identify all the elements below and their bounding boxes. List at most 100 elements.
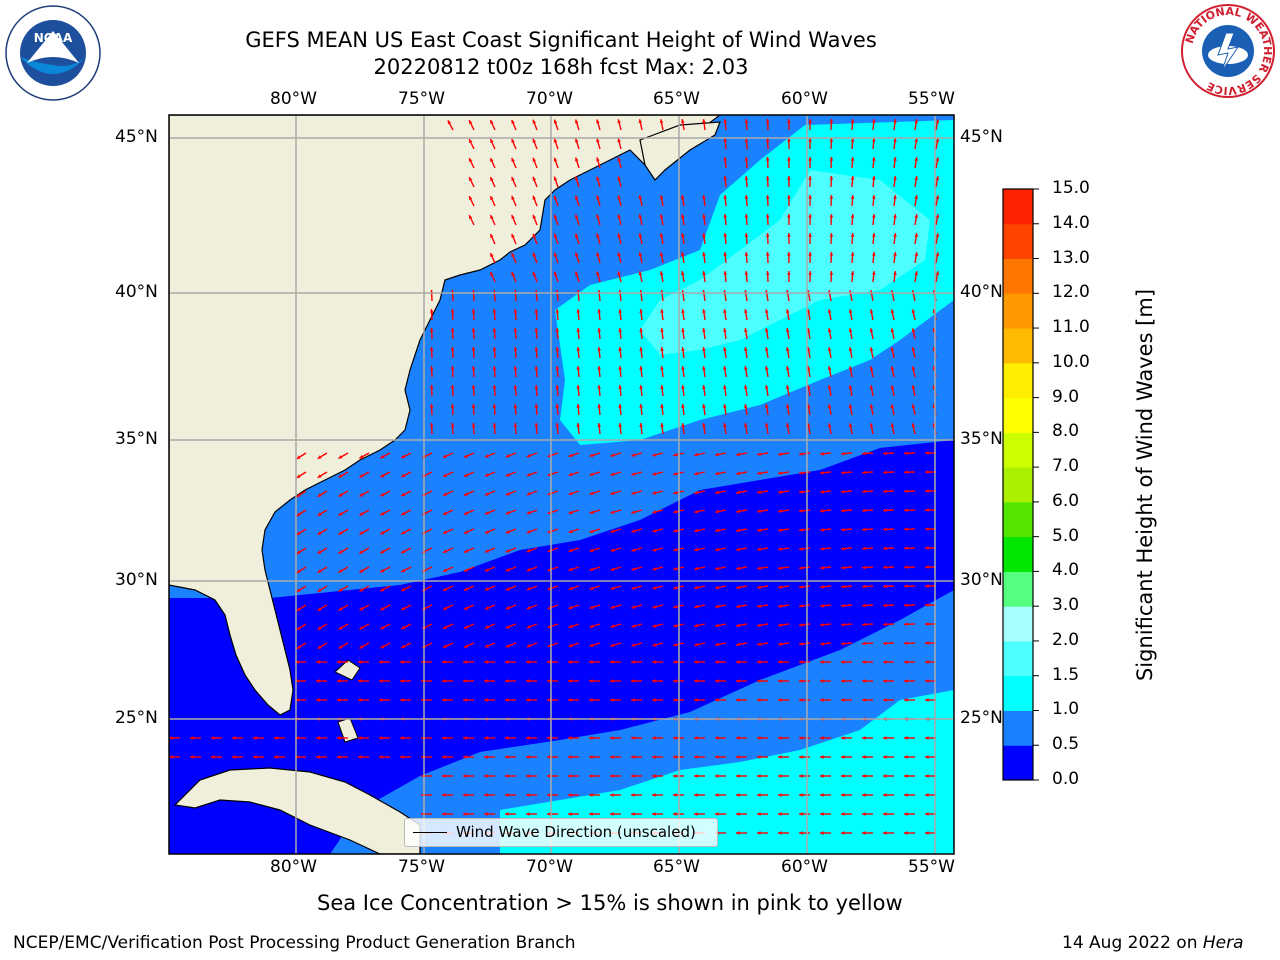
wave-arrow-head xyxy=(652,548,657,552)
wave-arrow-head xyxy=(862,527,866,532)
wave-arrow-head xyxy=(778,604,782,608)
wave-arrow-head xyxy=(553,214,558,219)
legend-line-sample xyxy=(413,832,447,833)
colorbar xyxy=(1003,188,1039,781)
wave-arrow-head xyxy=(589,679,593,683)
map-gridlines xyxy=(169,115,954,854)
wave-arrow-head xyxy=(631,453,636,457)
wave-arrow-head xyxy=(808,271,812,275)
lon-label-top: 55°W xyxy=(908,89,955,109)
wave-arrow-head xyxy=(631,812,635,816)
wave-arrow-head xyxy=(744,423,748,427)
wave-arrow-head xyxy=(925,584,929,588)
wave-arrow-head xyxy=(652,529,657,533)
wave-arrow-head xyxy=(526,660,530,664)
wave-arrow-head xyxy=(568,624,573,629)
wave-arrow-head xyxy=(513,366,518,370)
wave-arrow-head xyxy=(764,366,769,370)
lon-label-bottom: 55°W xyxy=(908,857,955,877)
wave-arrow-head xyxy=(681,366,685,370)
wave-arrow-head xyxy=(827,328,832,333)
wave-arrow-head xyxy=(890,328,895,333)
wave-arrow-head xyxy=(610,736,614,740)
wave-arrow-head xyxy=(799,528,803,532)
wave-arrow-head xyxy=(359,512,364,516)
wave-arrow-head xyxy=(820,698,824,702)
wave-arrow-head xyxy=(757,793,761,797)
lon-label-bottom: 60°W xyxy=(781,857,828,877)
wave-arrow-head xyxy=(850,214,855,218)
wave-arrow-head xyxy=(723,366,727,370)
wave-arrow-head xyxy=(827,309,832,314)
colorbar-segment xyxy=(1003,640,1033,677)
wave-arrow-head xyxy=(681,404,685,408)
wave-arrow-head xyxy=(169,755,173,759)
wave-arrow-head xyxy=(829,195,834,199)
wave-arrow-head xyxy=(841,603,845,608)
wave-arrow-head xyxy=(757,490,761,494)
colorbar-segment xyxy=(1003,362,1033,399)
wave-arrow-head xyxy=(211,736,215,740)
wave-arrow-head xyxy=(871,252,876,256)
wave-arrow-head xyxy=(553,138,558,143)
wave-arrow-head xyxy=(631,548,636,552)
legend-label: Wind Wave Direction (unscaled) xyxy=(456,823,696,841)
wave-arrow-head xyxy=(463,473,468,477)
wave-arrow-head xyxy=(893,214,897,218)
wave-arrow-head xyxy=(429,328,434,332)
wave-arrow-head xyxy=(694,755,698,759)
wave-arrow-head xyxy=(723,157,728,161)
wave-arrow-head xyxy=(639,385,643,389)
wave-arrow-head xyxy=(526,453,531,458)
wave-arrow-head xyxy=(673,736,677,740)
wave-arrow-head xyxy=(358,755,362,759)
wave-arrow-head xyxy=(490,214,494,219)
wave-arrow-head xyxy=(659,195,664,200)
wave-arrow-head xyxy=(925,660,929,664)
wave-arrow-head xyxy=(764,423,769,427)
colorbar-tick-label: 13.0 xyxy=(1052,247,1090,268)
wave-arrow-head xyxy=(317,645,322,649)
wave-arrow-head xyxy=(505,454,510,458)
wave-arrow-head xyxy=(723,233,728,237)
wave-arrow-head xyxy=(380,492,385,497)
wave-arrow-head xyxy=(757,679,761,683)
wave-arrow-head xyxy=(869,309,874,314)
colorbar-tick-label: 14.0 xyxy=(1052,212,1090,233)
wave-arrow-head xyxy=(450,328,455,332)
wave-arrow-head xyxy=(820,451,824,456)
wave-arrow-head xyxy=(883,489,887,494)
wave-arrow-head xyxy=(555,366,560,370)
wave-arrow-head xyxy=(935,157,940,162)
wave-arrow-head xyxy=(673,509,678,514)
wave-arrow-head xyxy=(484,698,488,702)
wave-arrow-head xyxy=(871,119,876,123)
wave-arrow-head xyxy=(723,404,727,408)
wave-arrow-head xyxy=(862,584,866,589)
wave-arrow-head xyxy=(850,176,855,180)
wave-arrow-head xyxy=(610,586,615,590)
wave-arrow-head xyxy=(296,588,301,592)
wave-arrow-head xyxy=(463,679,467,683)
wave-arrow-head xyxy=(911,366,916,371)
wave-arrow-head xyxy=(841,774,845,778)
wave-arrow-head xyxy=(631,624,636,628)
wave-arrow-head xyxy=(850,252,855,256)
wave-arrow-head xyxy=(765,252,770,256)
wave-arrow-head xyxy=(443,606,448,610)
wave-arrow-head xyxy=(568,472,573,477)
plot-title: GEFS MEAN US East Coast Significant Heig… xyxy=(245,28,877,52)
wave-arrow-head xyxy=(778,736,782,740)
wave-arrow-head xyxy=(871,271,876,275)
wave-arrow-head xyxy=(850,119,855,123)
wave-arrow-head xyxy=(694,490,699,495)
wave-arrow-head xyxy=(338,474,343,478)
wave-arrow-head xyxy=(534,366,539,370)
wave-arrow-head xyxy=(841,641,845,646)
wave-arrow-head xyxy=(799,490,803,494)
wave-arrow-head xyxy=(589,605,594,609)
wave-arrow-head xyxy=(673,755,677,759)
wave-arrow-head xyxy=(450,423,455,427)
wave-arrow-head xyxy=(631,605,636,609)
wave-arrow-head xyxy=(904,812,908,816)
